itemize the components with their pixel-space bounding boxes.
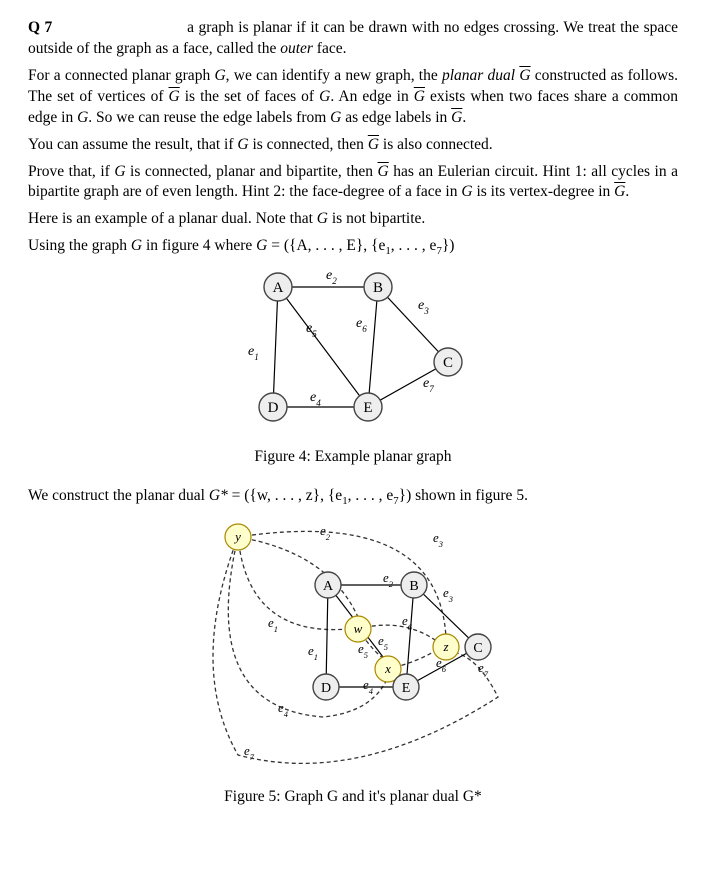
text-fragment: is connected, then	[249, 136, 368, 153]
text-fragment: is also connected.	[379, 136, 493, 153]
text-fragment: Prove that, if	[28, 163, 114, 180]
text-fragment: = ({A, . . . , E}, {e	[267, 237, 385, 254]
sym-Gbar: G	[368, 136, 379, 153]
svg-text:A: A	[273, 280, 284, 296]
svg-text:y: y	[233, 529, 241, 544]
svg-text:e5: e5	[378, 633, 388, 652]
svg-text:C: C	[443, 355, 453, 371]
text-fragment: = ({w, . . . , z}, {e	[228, 487, 342, 504]
para-2: For a connected planar graph G, we can i…	[28, 66, 678, 129]
svg-text:x: x	[384, 661, 391, 676]
text-fragment: is connected, planar and bipartite, then	[126, 163, 378, 180]
text-fragment: is not bipartite.	[328, 210, 425, 227]
para-4: Prove that, if G is connected, planar an…	[28, 162, 678, 204]
svg-text:e4: e4	[310, 390, 321, 408]
sym-G: G	[317, 210, 328, 227]
svg-text:e2: e2	[383, 570, 394, 589]
text-fragment: Here is an example of a planar dual. Not…	[28, 210, 317, 227]
svg-text:B: B	[409, 579, 418, 594]
text-fragment: , we can identify a new graph, the	[226, 67, 442, 84]
svg-text:e2: e2	[320, 523, 331, 542]
sym-G: G	[237, 136, 248, 153]
svg-text:D: D	[268, 400, 279, 416]
text-fragment: }) shown in figure 5.	[399, 487, 528, 504]
text-fragment: })	[442, 237, 455, 254]
svg-text:e6: e6	[356, 316, 367, 334]
svg-text:B: B	[373, 280, 383, 296]
text-fragment: planar dual	[442, 67, 515, 84]
text-fragment: For a connected planar graph	[28, 67, 214, 84]
sym-G: G	[319, 88, 330, 105]
text-fragment: is its vertex-degree in	[473, 183, 615, 200]
svg-text:E: E	[402, 681, 411, 696]
sym-G: G	[114, 163, 125, 180]
question-label: Q 7	[28, 19, 52, 36]
para-6: Using the graph G in figure 4 where G = …	[28, 236, 678, 259]
text-fragment: a graph is planar if it can be drawn wit…	[28, 19, 678, 57]
svg-text:e3: e3	[433, 530, 443, 549]
sym-G: G	[131, 237, 142, 254]
sym-G: G	[330, 109, 341, 126]
svg-text:w: w	[354, 621, 363, 636]
sym-Gbar: G	[614, 183, 625, 200]
text-fragment: . So we can reuse the edge labels from	[88, 109, 330, 126]
svg-text:C: C	[473, 641, 482, 656]
sym-G: G	[77, 109, 88, 126]
svg-text:e3: e3	[443, 585, 453, 604]
q7-para1: Q 7 a graph is planar if it can be drawn…	[28, 18, 678, 60]
figure-4-svg: e1 e2 e3 e4 e5 e6 e7 A B C D E	[218, 267, 488, 437]
svg-text:e7: e7	[244, 743, 255, 762]
text-fragment: as edge labels in	[341, 109, 451, 126]
sym-Gstar: G*	[209, 487, 228, 504]
sym-G: G	[214, 67, 225, 84]
para-7: We construct the planar dual G* = ({w, .…	[28, 486, 678, 509]
text-fragment: outer	[280, 40, 313, 57]
sym-G: G	[461, 183, 472, 200]
figure-5-caption: Figure 5: Graph G and it's planar dual G…	[28, 787, 678, 808]
text-fragment: , . . . , e	[348, 487, 394, 504]
svg-text:e1: e1	[308, 643, 318, 662]
text-fragment: You can assume the result, that if	[28, 136, 237, 153]
sym-Gbar: G	[414, 88, 425, 105]
text-fragment: We construct the planar dual	[28, 487, 209, 504]
svg-text:e4: e4	[278, 700, 289, 719]
svg-text:A: A	[323, 579, 334, 594]
text-fragment: , . . . , e	[391, 237, 437, 254]
sym-Gbar: G	[519, 67, 530, 84]
svg-text:e4: e4	[363, 677, 374, 696]
text-fragment: face.	[313, 40, 347, 57]
figure-5-svg: e2e3e2e3e1e1e5e5e6e6e4e4e7e7ywxzABCDE	[178, 517, 528, 777]
para-5: Here is an example of a planar dual. Not…	[28, 209, 678, 230]
svg-text:e7: e7	[423, 376, 434, 394]
svg-text:e1: e1	[268, 615, 278, 634]
figure-4: e1 e2 e3 e4 e5 e6 e7 A B C D E Figure 4: Example pl…	[28, 267, 678, 468]
figure-5: e2e3e2e3e1e1e5e5e6e6e4e4e7e7ywxzABCDE Fi…	[28, 517, 678, 808]
svg-text:e7: e7	[478, 660, 489, 679]
svg-text:e5: e5	[306, 321, 317, 339]
svg-text:e3: e3	[418, 298, 429, 316]
text-fragment: in figure 4 where	[142, 237, 256, 254]
figure-4-caption: Figure 4: Example planar graph	[28, 447, 678, 468]
text-fragment: Using the graph	[28, 237, 131, 254]
svg-text:D: D	[321, 681, 331, 696]
text-fragment: . An edge in	[330, 88, 413, 105]
svg-text:e5: e5	[358, 641, 368, 660]
svg-text:z: z	[442, 639, 448, 654]
para-3: You can assume the result, that if G is …	[28, 135, 678, 156]
svg-text:e1: e1	[248, 344, 259, 362]
svg-text:E: E	[363, 400, 372, 416]
sym-G: G	[256, 237, 267, 254]
sym-Gbar: G	[169, 88, 180, 105]
sym-Gbar: G	[378, 163, 389, 180]
svg-text:e2: e2	[326, 268, 337, 286]
text-fragment: is the set of faces of	[180, 88, 319, 105]
sym-Gbar: G	[451, 109, 462, 126]
